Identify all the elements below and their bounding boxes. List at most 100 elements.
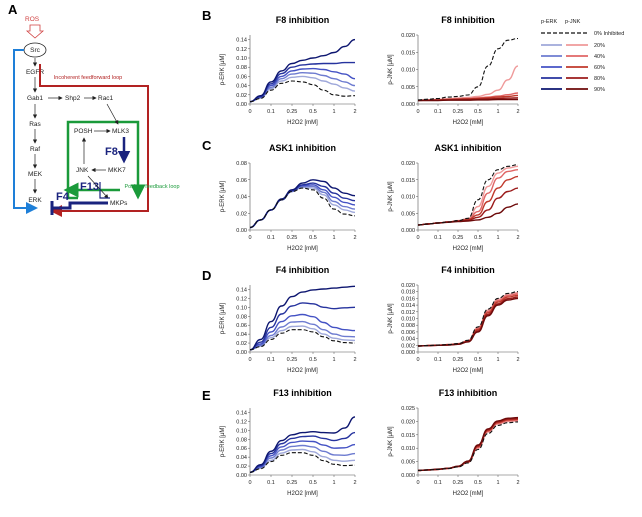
- series-line-baseline: [417, 421, 519, 471]
- y-tick-label: 0.010: [401, 446, 415, 452]
- x-tick-label: 0.5: [474, 109, 482, 115]
- legend-entry-0: 0% Inhibited: [594, 31, 624, 37]
- chart-c-jnk: ASK1 inhibition 0.000 0.005 0.010 0.015 0.020…: [388, 143, 520, 252]
- series-line-20: [249, 186, 356, 229]
- y-axis-label: p-JNK [μM]: [388, 303, 394, 333]
- x-tick-label: 0: [416, 357, 419, 363]
- x-tick-label: 0: [248, 109, 251, 115]
- legend-entry-4: 80%: [594, 76, 605, 82]
- charts: F8 inhibition0.000.020.040.060.080.100.1…: [220, 15, 520, 497]
- chart-b-jnk: F8 inhibition 0.000 0.005 0.010 0.015 0.020 0 0…: [388, 15, 520, 126]
- node-jnk: JNK: [76, 167, 89, 174]
- node-egfr: EGFR: [26, 69, 44, 76]
- incoherent-loop-label: Incoherent feedforward loop: [54, 75, 123, 81]
- y-tick-label: 0.005: [401, 460, 415, 466]
- label-f4: F4: [56, 191, 70, 203]
- x-tick-label: 0: [248, 357, 251, 363]
- x-tick-label: 0.5: [474, 480, 482, 486]
- x-tick-label: 2: [516, 357, 519, 363]
- y-tick-label: 0.08: [236, 314, 247, 320]
- x-tick-label: 0.5: [474, 357, 482, 363]
- x-tick-label: 0.5: [309, 235, 317, 241]
- x-tick-label: 0.5: [309, 480, 317, 486]
- series-line-80: [249, 302, 356, 351]
- chart-e-jnk: F13 inhibition 0.000 0.005 0.010 0.015 0.020 0…: [388, 388, 520, 497]
- node-erk: ERK: [28, 197, 42, 204]
- blue-loop: [13, 49, 38, 214]
- y-tick-label: 0.06: [236, 446, 247, 452]
- x-tick-label: 2: [516, 480, 519, 486]
- panel-label-d: D: [202, 268, 211, 283]
- x-tick-label: 1: [496, 235, 499, 241]
- x-tick-label: 2: [353, 109, 356, 115]
- x-tick-label: 0: [248, 480, 251, 486]
- series-line-baseline: [249, 452, 356, 473]
- x-tick-label: 2: [516, 235, 519, 241]
- series-line-baseline: [249, 80, 356, 103]
- series-line-baseline: [417, 291, 519, 347]
- incoherent-loop: [39, 64, 149, 217]
- ros-arrow: [25, 24, 45, 39]
- y-tick-label: 0.016: [401, 296, 415, 302]
- y-tick-label: 0.005: [401, 211, 415, 217]
- x-axis-label: H2O2 [mM]: [287, 120, 318, 126]
- x-tick-label: 0.25: [453, 357, 464, 363]
- y-axis-label: p-JNK [μM]: [388, 54, 394, 84]
- y-tick-label: 0.08: [236, 437, 247, 443]
- label-f8: F8: [105, 146, 118, 158]
- node-shp2: Shp2: [65, 95, 81, 102]
- y-tick-label: 0.02: [236, 93, 247, 99]
- y-axis-label: p-JNK [μM]: [388, 181, 394, 211]
- series-line-40: [417, 169, 519, 226]
- y-tick-label: 0.02: [236, 341, 247, 347]
- x-tick-label: 0.1: [434, 109, 442, 115]
- legend-entry-1: 20%: [594, 43, 605, 49]
- label-f13: F13: [80, 181, 99, 193]
- node-rac1: Rac1: [98, 95, 114, 102]
- y-tick-label: 0.00: [236, 473, 247, 479]
- y-axis-label: p-ERK [μM]: [220, 426, 226, 457]
- x-axis-label: H2O2 [mM]: [453, 368, 484, 374]
- mkps-inhibit-erk: [52, 201, 108, 210]
- panel-label-a: A: [8, 2, 18, 17]
- x-tick-label: 0: [416, 235, 419, 241]
- chart-d-jnk: F4 inhibition0.0000.0020.0040.0060.0080.…: [388, 265, 520, 374]
- y-tick-label: 0.014: [401, 303, 415, 309]
- series-line-baseline: [417, 37, 519, 101]
- x-tick-label: 0.1: [434, 480, 442, 486]
- chart-c-erk: ASK1 inhibition 0.00 0.02 0.04 0.06 0.08 0 0.1 0…: [220, 143, 357, 252]
- node-src: Src: [30, 47, 41, 54]
- series-line-90: [418, 98, 518, 102]
- y-tick-label: 0.015: [401, 50, 415, 56]
- y-tick-label: 0.020: [401, 283, 415, 289]
- series-line-40: [249, 71, 356, 103]
- y-tick-label: 0.015: [401, 178, 415, 184]
- legend-entry-3: 60%: [594, 65, 605, 71]
- chart-b-erk: F8 inhibition0.000.020.040.060.080.100.1…: [220, 15, 357, 126]
- node-mkps: MKPs: [110, 200, 128, 207]
- y-tick-label: 0.00: [236, 228, 247, 234]
- chart-title: F13 inhibition: [273, 388, 332, 398]
- x-tick-label: 1: [332, 109, 335, 115]
- x-tick-label: 0.1: [267, 480, 275, 486]
- y-tick-label: 0.12: [236, 296, 247, 302]
- y-tick-label: 0.020: [401, 33, 415, 39]
- legend-col-jnk: p-JNK: [565, 19, 581, 25]
- series-line-90: [417, 203, 519, 226]
- x-tick-label: 1: [496, 109, 499, 115]
- y-tick-label: 0.04: [236, 84, 247, 90]
- series-line-90: [417, 297, 519, 347]
- y-tick-label: 0.015: [401, 433, 415, 439]
- node-posh: POSH: [74, 128, 93, 135]
- x-tick-label: 0.1: [434, 235, 442, 241]
- y-tick-label: 0.14: [236, 287, 247, 293]
- series-line-80: [249, 61, 355, 103]
- node-mlk3: MLK3: [112, 128, 129, 135]
- y-tick-label: 0.04: [236, 195, 247, 201]
- chart-d-erk: F4 inhibition0.000.020.040.060.080.100.1…: [220, 265, 357, 374]
- x-tick-label: 0.25: [453, 109, 464, 115]
- legend-col-erk: p-ERK: [541, 19, 558, 25]
- edge-rac1-mlk3: [106, 103, 119, 125]
- series-line-60: [249, 440, 356, 473]
- y-tick-label: 0.005: [401, 85, 415, 91]
